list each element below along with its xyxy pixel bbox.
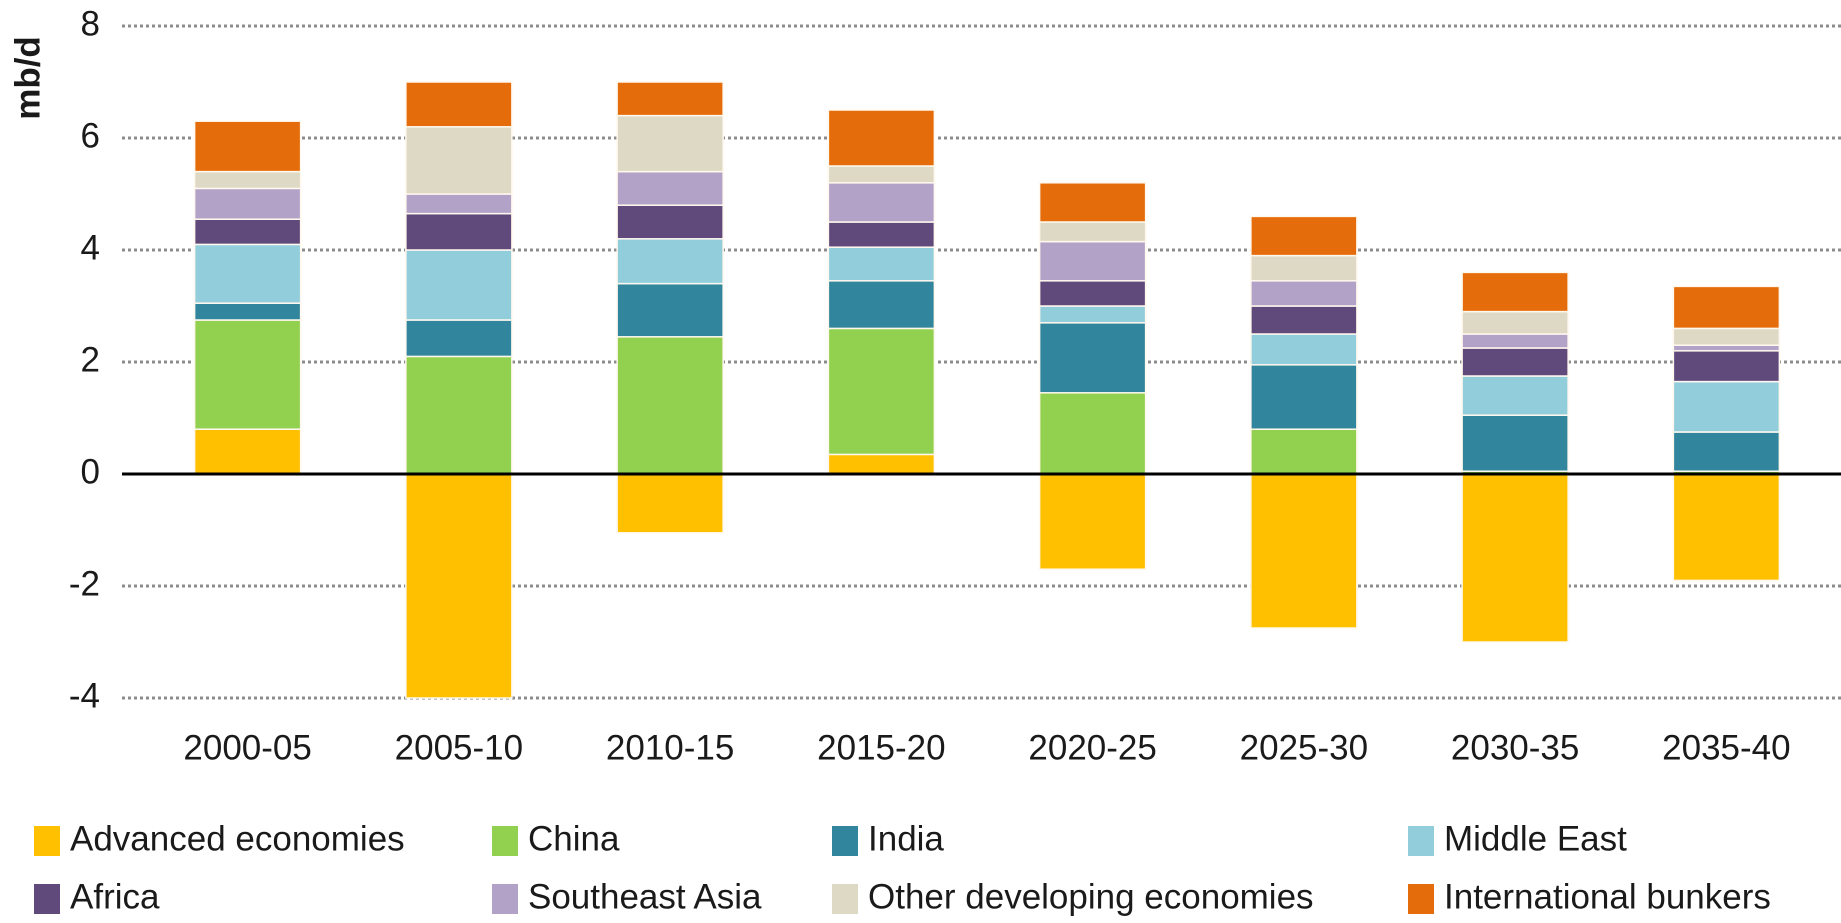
bar-segment [1672, 380, 1781, 433]
legend-label: Africa [70, 877, 160, 916]
bar-segment [1038, 240, 1147, 282]
bar-segment [1672, 344, 1781, 352]
legend-swatch [34, 884, 60, 914]
bar-segment [1038, 182, 1147, 223]
bar-segment [1461, 333, 1569, 349]
legend-label: Southeast Asia [528, 877, 762, 916]
bar-segment [616, 336, 724, 475]
x-tick-label: 2000-05 [183, 728, 311, 767]
bar-segment [193, 218, 302, 246]
legend-swatch [832, 826, 858, 856]
x-tick-label: 2025-30 [1240, 728, 1368, 767]
y-tick-label: 0 [81, 452, 100, 491]
bar-segment [405, 249, 513, 321]
bar-segment [1250, 254, 1358, 282]
bar-segment [405, 473, 513, 699]
legend-swatch [1408, 884, 1434, 914]
y-tick-label: -4 [69, 676, 100, 715]
y-axis-label: mb/d [8, 36, 47, 120]
y-tick-label: 2 [81, 340, 100, 379]
bar-segment [1038, 322, 1147, 394]
bar-segment [827, 246, 936, 282]
y-tick-label: 8 [81, 4, 100, 43]
bar-segment [405, 126, 513, 195]
bar-segment [405, 355, 513, 475]
bar-segment [1461, 271, 1569, 313]
x-tick-label: 2015-20 [817, 728, 945, 767]
legend-label: Middle East [1444, 819, 1627, 858]
legend-swatch [1408, 826, 1434, 856]
bar-segment [616, 473, 724, 534]
bar-segment [1672, 327, 1781, 346]
bar-segment [1250, 305, 1358, 335]
y-tick-label: -2 [69, 564, 100, 603]
bar-segment [827, 327, 936, 456]
bar-segment [616, 114, 724, 173]
bar-segment [1250, 364, 1358, 430]
bar-segment [193, 187, 302, 220]
x-tick-label: 2020-25 [1028, 728, 1156, 767]
bar-segment [405, 81, 513, 128]
bar-segment [405, 193, 513, 215]
bar-segment [1038, 392, 1147, 475]
bar-segment [827, 280, 936, 330]
bar-segment [405, 319, 513, 358]
bar-segment [1250, 473, 1358, 629]
bar-segment [193, 428, 302, 475]
bar-segment [827, 109, 936, 167]
bar-segment [193, 170, 302, 190]
bar-segment [827, 221, 936, 248]
x-tick-label: 2035-40 [1662, 728, 1790, 767]
bar-segment [193, 243, 302, 304]
bar-segment [1672, 350, 1781, 383]
bar-segment [1461, 473, 1569, 643]
bar-segment [1672, 431, 1781, 472]
bar-segment [1038, 473, 1147, 570]
legend-swatch [492, 826, 518, 856]
bar-segment [1250, 428, 1358, 475]
bar-segment [616, 238, 724, 285]
legend-swatch [832, 884, 858, 914]
bar-segment [1250, 215, 1358, 257]
bar-segment [1672, 473, 1781, 582]
bar-segment [1038, 305, 1147, 324]
legend-swatch [34, 826, 60, 856]
legend-label: Other developing economies [868, 877, 1314, 916]
bar-segment [1250, 333, 1358, 366]
bar-segment [405, 212, 513, 251]
bar-segment [1461, 414, 1569, 472]
bar-segment [1038, 280, 1147, 307]
bar-segment [827, 182, 936, 223]
bar-segment [1461, 347, 1569, 377]
bar-segment [616, 204, 724, 240]
bar-segment [616, 170, 724, 206]
legend-swatch [492, 884, 518, 914]
x-tick-label: 2005-10 [395, 728, 523, 767]
bar-segment [193, 302, 302, 321]
bar-segment [1672, 285, 1781, 330]
y-tick-label: 4 [81, 228, 100, 267]
bar-segment [1038, 221, 1147, 243]
bar-segment [1461, 310, 1569, 335]
x-tick-label: 2030-35 [1451, 728, 1579, 767]
bar-segment [827, 165, 936, 184]
legend-label: China [528, 819, 620, 858]
x-tick-label: 2010-15 [606, 728, 734, 767]
legend-label: International bunkers [1444, 877, 1771, 916]
bar-segment [616, 81, 724, 117]
bar-segment [193, 319, 302, 430]
bar-segment [616, 282, 724, 338]
bar-segment [1461, 375, 1569, 416]
bar-segment [193, 120, 302, 173]
bar-segment [827, 453, 936, 475]
bar-segment [1250, 280, 1358, 307]
legend-label: Advanced economies [70, 819, 405, 858]
legend-label: India [868, 819, 944, 858]
y-tick-label: 6 [81, 116, 100, 155]
